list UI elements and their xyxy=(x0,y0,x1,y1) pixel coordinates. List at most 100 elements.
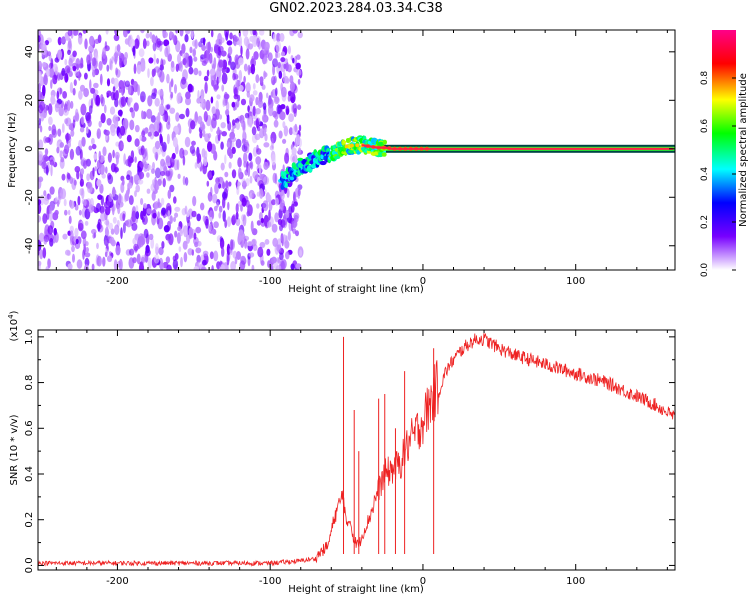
noise-speckle xyxy=(84,208,91,220)
noise-speckle xyxy=(189,46,193,54)
noise-speckle xyxy=(67,49,71,55)
noise-speckle xyxy=(137,84,141,96)
noise-speckle xyxy=(157,149,162,155)
noise-speckle xyxy=(151,191,156,201)
noise-speckle xyxy=(110,228,115,235)
y-tick-label: 20 xyxy=(24,94,35,107)
noise-speckle xyxy=(184,177,189,186)
noise-speckle xyxy=(69,82,73,94)
noise-speckle xyxy=(280,219,286,228)
signal-track-point xyxy=(382,139,387,145)
noise-speckle xyxy=(135,184,140,193)
noise-speckle xyxy=(231,169,237,179)
noise-speckle xyxy=(218,75,221,83)
noise-speckle xyxy=(133,63,137,75)
signal-track-point xyxy=(378,151,383,158)
noise-speckle xyxy=(287,231,291,241)
noise-speckle xyxy=(53,227,57,236)
noise-speckle xyxy=(288,113,294,123)
noise-speckle xyxy=(158,89,164,96)
noise-speckle xyxy=(110,127,116,137)
noise-speckle xyxy=(226,254,230,266)
noise-speckle xyxy=(173,216,176,223)
noise-speckle xyxy=(263,161,269,170)
noise-speckle xyxy=(121,179,125,186)
noise-speckle xyxy=(151,34,156,44)
noise-speckle xyxy=(293,191,296,204)
noise-speckle xyxy=(227,201,230,211)
x-tick-label: -200 xyxy=(106,276,129,287)
noise-speckle xyxy=(299,249,303,257)
noise-speckle xyxy=(60,188,67,200)
noise-speckle xyxy=(295,230,299,237)
noise-speckle xyxy=(162,161,167,172)
noise-speckle xyxy=(125,189,129,201)
noise-speckle xyxy=(146,108,153,119)
noise-speckle xyxy=(164,47,169,58)
noise-speckle xyxy=(260,260,265,266)
noise-speckle xyxy=(208,52,213,64)
noise-speckle xyxy=(213,250,219,262)
noise-speckle xyxy=(72,65,77,72)
noise-speckle xyxy=(279,203,285,212)
noise-speckle xyxy=(77,34,83,45)
noise-speckle xyxy=(98,150,102,161)
noise-speckle xyxy=(228,60,231,66)
noise-speckle xyxy=(153,131,160,137)
noise-speckle xyxy=(179,113,185,120)
noise-speckle xyxy=(221,50,227,57)
noise-speckle xyxy=(252,105,256,117)
noise-speckle xyxy=(230,261,236,270)
signal-track-point xyxy=(289,176,295,181)
noise-speckle xyxy=(105,30,109,35)
noise-speckle xyxy=(45,68,51,77)
noise-speckle xyxy=(272,58,278,68)
noise-speckle xyxy=(132,237,137,245)
noise-speckle xyxy=(87,119,92,127)
noise-speckle xyxy=(151,92,157,100)
noise-speckle xyxy=(121,84,125,96)
noise-speckle xyxy=(252,171,259,179)
noise-speckle xyxy=(241,138,246,145)
noise-speckle xyxy=(202,215,206,222)
noise-speckle xyxy=(57,72,61,81)
noise-speckle xyxy=(231,101,236,108)
noise-speckle xyxy=(115,90,119,100)
noise-speckle xyxy=(42,160,46,168)
noise-speckle xyxy=(219,236,223,242)
noise-speckle xyxy=(50,79,53,89)
noise-speckle xyxy=(206,180,210,187)
noise-speckle xyxy=(256,125,261,132)
noise-speckle xyxy=(297,78,301,85)
noise-speckle xyxy=(271,137,274,149)
noise-speckle xyxy=(182,58,187,66)
noise-speckle xyxy=(149,128,155,140)
noise-speckle xyxy=(100,195,104,206)
noise-speckle xyxy=(117,109,123,117)
noise-speckle xyxy=(82,249,85,260)
noise-speckle xyxy=(154,167,161,179)
noise-speckle xyxy=(79,178,84,187)
snr-panel: -200 -100 0 100 0.0 0.2 0.4 0.6 0.8 1.0 Height of… xyxy=(7,310,676,595)
noise-speckle xyxy=(247,241,253,247)
noise-speckle xyxy=(204,150,208,160)
noise-speckle xyxy=(38,104,44,114)
noise-speckle xyxy=(220,264,225,270)
noise-speckle xyxy=(179,147,185,159)
noise-speckle xyxy=(131,222,138,231)
noise-speckle xyxy=(247,165,251,178)
noise-speckle xyxy=(166,121,171,130)
noise-speckle xyxy=(238,36,243,47)
noise-speckle xyxy=(215,100,219,110)
noise-speckle xyxy=(58,106,64,117)
snr-scale-exponent: 4 xyxy=(7,314,15,319)
noise-speckle xyxy=(280,57,286,63)
noise-speckle xyxy=(173,196,177,204)
noise-speckle xyxy=(242,129,246,142)
noise-speckle xyxy=(55,196,58,203)
noise-speckle xyxy=(86,54,91,65)
noise-speckle xyxy=(200,95,204,104)
noise-speckle xyxy=(191,210,197,218)
noise-speckle xyxy=(175,30,179,34)
